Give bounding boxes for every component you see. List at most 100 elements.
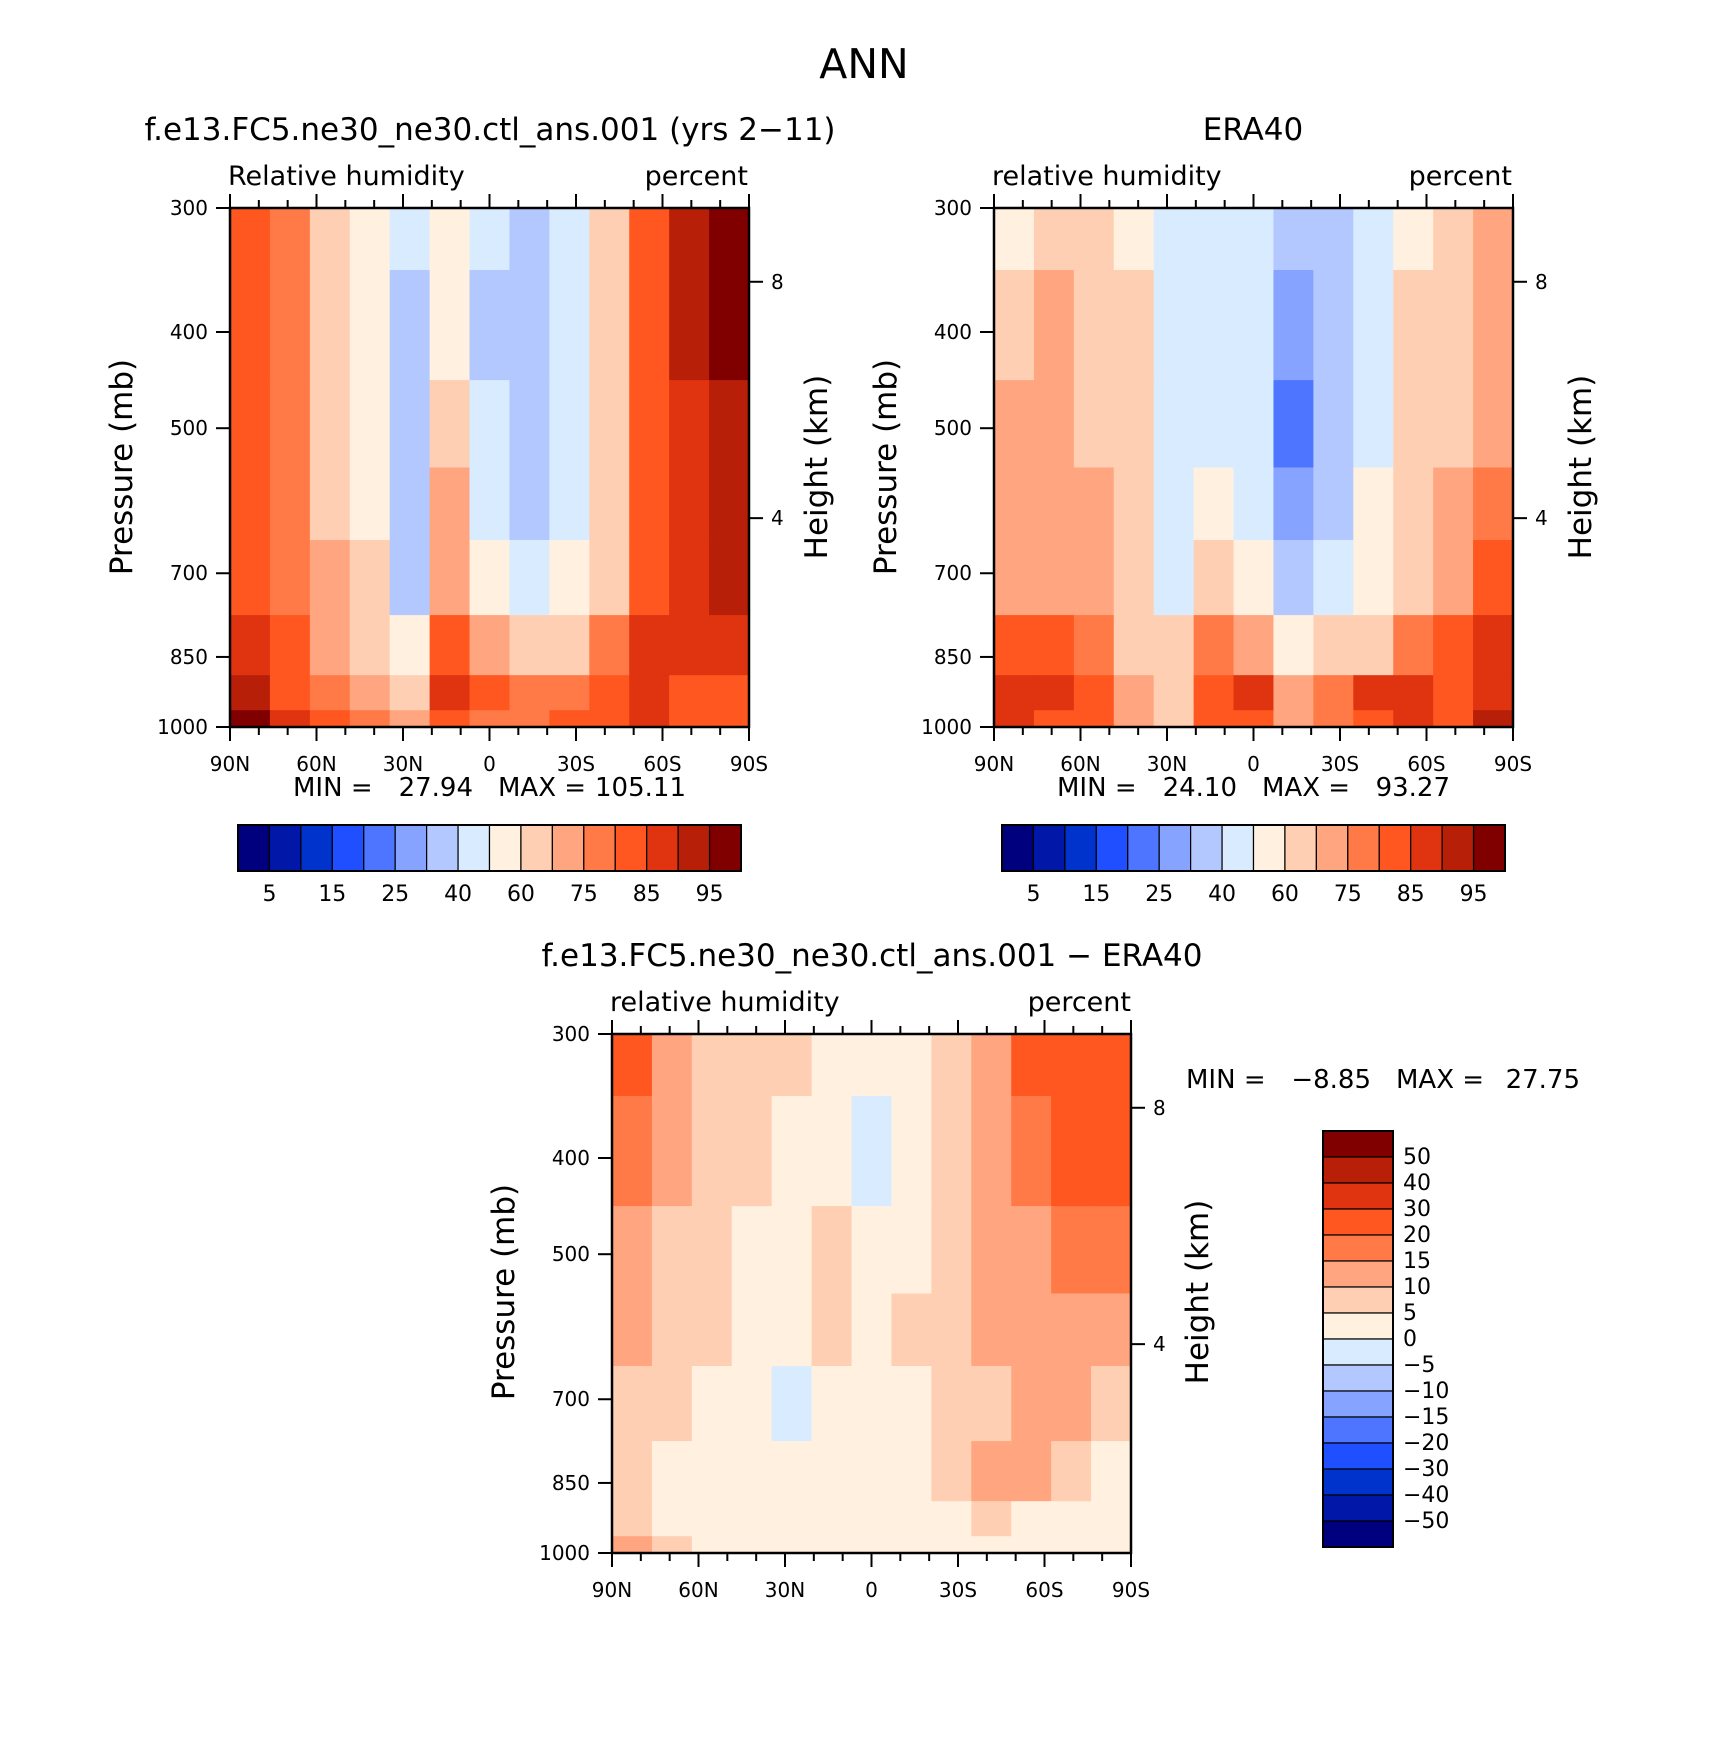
colorbar-swatch: [1322, 1234, 1394, 1262]
heatmap-cell: [349, 208, 391, 271]
heatmap-cell: [309, 615, 351, 676]
x-tick-label: 0: [483, 752, 496, 776]
heatmap-cell: [1313, 208, 1354, 271]
heatmap-cell: [771, 1293, 813, 1367]
heatmap-cell: [1051, 1034, 1092, 1097]
panel-obs-min-value: 24.10: [1163, 773, 1237, 803]
heatmap-cell: [309, 710, 351, 728]
heatmap-cell: [629, 675, 670, 711]
colorbar-swatch: [1322, 1182, 1394, 1210]
heatmap-cell: [1073, 208, 1115, 271]
heatmap-cell: [1051, 1206, 1092, 1295]
heatmap-cell: [994, 380, 1035, 469]
heatmap-cell: [509, 675, 550, 711]
heatmap-cell: [469, 675, 511, 711]
panel-obs-heatmap: [994, 208, 1514, 728]
heatmap-cell: [389, 380, 431, 469]
colorbar-label: 40: [1403, 1171, 1431, 1196]
heatmap-cell: [691, 1501, 733, 1537]
heatmap-cell: [931, 1366, 972, 1442]
heatmap-cell: [230, 710, 271, 728]
heatmap-cell: [811, 1206, 853, 1295]
colorbar-label: 75: [1334, 882, 1362, 907]
heatmap-cell: [811, 1536, 853, 1554]
heatmap-cell: [1193, 467, 1235, 541]
heatmap-cell: [771, 1206, 813, 1295]
colorbar-swatch: [1190, 824, 1223, 872]
heatmap-cell: [1091, 1206, 1132, 1295]
heatmap-cell: [429, 208, 471, 271]
heatmap-cell: [1393, 270, 1434, 381]
colorbar-swatch: [1158, 824, 1192, 872]
heatmap-cell: [1011, 1366, 1052, 1442]
heatmap-cell: [1313, 467, 1354, 541]
colorbar-label: 50: [1403, 1145, 1431, 1170]
heatmap-cell: [1051, 1293, 1092, 1367]
colorbar-swatch: [646, 824, 679, 872]
heatmap-cell: [971, 1501, 1012, 1537]
heatmap-cell: [1273, 208, 1314, 271]
heatmap-cell: [931, 1034, 972, 1097]
colorbar-label: 10: [1403, 1275, 1431, 1300]
heatmap-cell: [651, 1293, 693, 1367]
heatmap-cell: [669, 710, 710, 728]
y2-tick-label: 4: [1535, 506, 1548, 530]
colorbar-swatch: [1001, 824, 1035, 872]
colorbar-label: −10: [1403, 1379, 1449, 1404]
heatmap-cell: [1153, 615, 1195, 676]
colorbar-swatch: [1322, 1520, 1394, 1548]
panel-model: f.e13.FC5.ne30_ne30.ctl_ans.001 (yrs 2−1…: [104, 112, 836, 907]
colorbar-label: 25: [381, 882, 409, 907]
x-tick-label: 0: [865, 1578, 878, 1602]
heatmap-cell: [931, 1536, 972, 1554]
heatmap-cell: [1051, 1366, 1092, 1442]
colorbar-label: 0: [1403, 1327, 1417, 1352]
x-tick-label: 60S: [1407, 752, 1445, 776]
heatmap-cell: [389, 540, 431, 616]
panel-obs-max-label: MAX =: [1262, 773, 1350, 803]
heatmap-cell: [549, 710, 590, 728]
colorbar-label: 85: [633, 882, 661, 907]
colorbar-label: 20: [1403, 1223, 1431, 1248]
colorbar-swatch: [457, 824, 491, 872]
colorbar-label: 5: [1026, 882, 1040, 907]
colorbar-swatch: [300, 824, 333, 872]
panel-model-axes: 90N 60N 30N 0 30S 60S 90S 300 400 500 700 850 1000 8 4: [157, 194, 784, 776]
heatmap-cell: [1353, 467, 1394, 541]
y-tick-label: 850: [934, 645, 972, 669]
panel-diff-max-value: 27.75: [1506, 1065, 1580, 1095]
panel-model-right-label: percent: [645, 161, 748, 192]
heatmap-cell: [1273, 467, 1314, 541]
heatmap-cell: [1233, 615, 1275, 676]
y-tick-label: 700: [934, 561, 972, 585]
heatmap-cell: [651, 1441, 693, 1502]
heatmap-cell: [469, 467, 511, 541]
heatmap-cell: [589, 380, 630, 469]
heatmap-cell: [851, 1536, 893, 1554]
heatmap-cell: [994, 710, 1035, 728]
colorbar-label: 15: [1082, 882, 1110, 907]
heatmap-cell: [1073, 540, 1115, 616]
x-tick-label: 60N: [678, 1578, 718, 1602]
heatmap-cell: [771, 1034, 813, 1097]
heatmap-cell: [1153, 208, 1195, 271]
heatmap-cell: [1473, 467, 1514, 541]
heatmap-cell: [971, 1366, 1012, 1442]
heatmap-cell: [771, 1366, 813, 1442]
heatmap-cell: [811, 1293, 853, 1367]
heatmap-cell: [1091, 1034, 1132, 1097]
x-tick-label: 90N: [210, 752, 250, 776]
colorbar-label: 25: [1145, 882, 1173, 907]
heatmap-cell: [691, 1034, 733, 1097]
heatmap-cell: [1091, 1536, 1132, 1554]
heatmap-cell: [349, 615, 391, 676]
heatmap-cell: [1011, 1034, 1052, 1097]
y-tick-label: 1000: [921, 715, 972, 739]
heatmap-cell: [1091, 1096, 1132, 1207]
heatmap-cell: [509, 467, 550, 541]
heatmap-cell: [669, 380, 710, 469]
heatmap-cell: [1011, 1206, 1052, 1295]
heatmap-cell: [1233, 540, 1275, 616]
